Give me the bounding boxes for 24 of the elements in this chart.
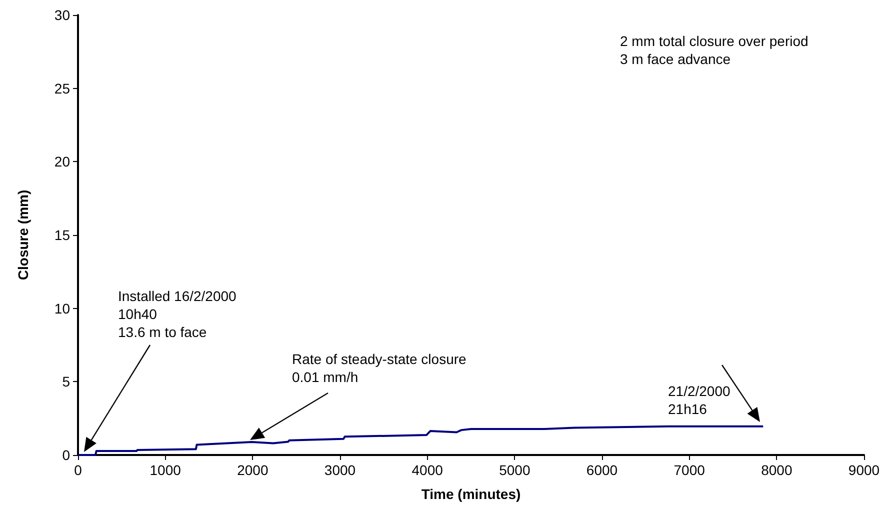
x-tick-label: 8000 — [761, 462, 792, 478]
y-tick-label: 5 — [62, 374, 70, 390]
x-tick-label: 5000 — [499, 462, 530, 478]
annotation: Installed 16/2/2000 10h40 13.6 m to face — [118, 288, 237, 340]
annotation: 2 mm total closure over period 3 m face advance — [620, 33, 808, 67]
x-tick-label: 1000 — [150, 462, 182, 478]
x-tick-label: 0 — [74, 462, 82, 478]
x-tick-label: 9000 — [848, 462, 880, 478]
line-series — [77, 425, 764, 456]
y-tick-label: 10 — [54, 300, 70, 316]
x-tick-label: 6000 — [586, 462, 618, 478]
x-axis-title: Time (minutes) — [421, 486, 521, 502]
annotation: 21/2/2000 21h16 — [668, 383, 730, 417]
y-tick-label: 25 — [54, 80, 70, 96]
y-tick-label: 0 — [62, 447, 70, 463]
y-tick-label: 20 — [54, 154, 70, 170]
x-tick-label: 4000 — [412, 462, 444, 478]
y-tick-label: 15 — [54, 227, 70, 243]
y-axis-title: Closure (mm) — [15, 190, 31, 280]
x-tick-label: 3000 — [324, 462, 356, 478]
y-tick-label: 30 — [54, 7, 70, 23]
x-tick-label: 7000 — [674, 462, 706, 478]
annotation: Rate of steady-state closure 0.01 mm/h — [292, 351, 467, 385]
x-tick-label: 2000 — [237, 462, 268, 478]
